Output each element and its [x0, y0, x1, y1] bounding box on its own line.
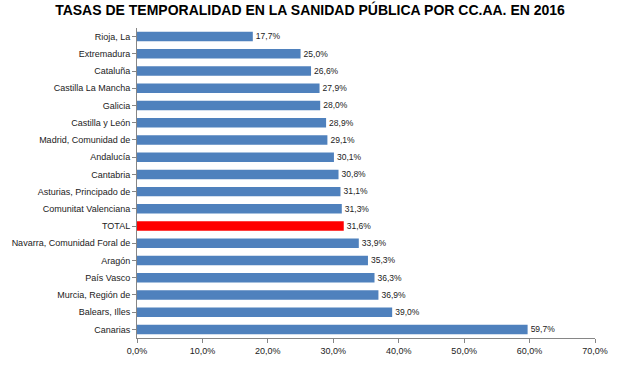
svg-text:25,0%: 25,0%: [304, 49, 329, 59]
svg-text:Madrid, Comunidad de: Madrid, Comunidad de: [39, 135, 130, 145]
svg-text:Castilla y León: Castilla y León: [71, 118, 130, 128]
svg-text:Aragón: Aragón: [101, 256, 130, 266]
svg-text:Asturias, Principado de: Asturias, Principado de: [38, 187, 131, 197]
svg-text:TASAS DE TEMPORALIDAD EN LA SA: TASAS DE TEMPORALIDAD EN LA SANIDAD PÚBL…: [55, 1, 565, 18]
svg-text:Rioja, La: Rioja, La: [95, 32, 131, 42]
svg-text:TOTAL: TOTAL: [102, 221, 130, 231]
svg-text:Comunitat Valenciana: Comunitat Valenciana: [43, 204, 130, 214]
svg-text:36,9%: 36,9%: [381, 290, 406, 300]
svg-text:Canarias: Canarias: [94, 325, 131, 335]
svg-text:Extremadura: Extremadura: [79, 49, 131, 59]
svg-text:Cataluña: Cataluña: [94, 66, 130, 76]
svg-text:31,3%: 31,3%: [345, 204, 370, 214]
svg-text:60,0%: 60,0%: [517, 346, 543, 356]
svg-text:30,1%: 30,1%: [337, 152, 362, 162]
svg-text:26,6%: 26,6%: [314, 66, 339, 76]
svg-text:17,7%: 17,7%: [256, 31, 281, 41]
svg-text:35,3%: 35,3%: [371, 255, 396, 265]
svg-text:39,0%: 39,0%: [395, 307, 420, 317]
svg-text:Murcia, Región de: Murcia, Región de: [57, 290, 130, 300]
svg-text:30,0%: 30,0%: [321, 346, 347, 356]
svg-text:Andalucía: Andalucía: [90, 152, 130, 162]
svg-text:50,0%: 50,0%: [451, 346, 477, 356]
svg-text:País Vasco: País Vasco: [85, 273, 130, 283]
svg-text:Castilla La Mancha: Castilla La Mancha: [54, 83, 131, 93]
svg-text:Balears, Illes: Balears, Illes: [79, 307, 131, 317]
svg-text:20,0%: 20,0%: [255, 346, 281, 356]
svg-text:Galicia: Galicia: [103, 101, 131, 111]
svg-text:70,0%: 70,0%: [582, 346, 608, 356]
svg-text:33,9%: 33,9%: [362, 238, 387, 248]
svg-text:36,3%: 36,3%: [378, 273, 403, 283]
svg-text:31,6%: 31,6%: [347, 221, 372, 231]
svg-text:27,9%: 27,9%: [323, 83, 348, 93]
svg-text:0,0%: 0,0%: [127, 346, 148, 356]
svg-text:28,0%: 28,0%: [323, 100, 348, 110]
svg-text:30,8%: 30,8%: [342, 169, 367, 179]
svg-text:28,9%: 28,9%: [329, 118, 354, 128]
svg-text:31,1%: 31,1%: [343, 186, 368, 196]
svg-text:Cantabria: Cantabria: [91, 170, 130, 180]
svg-text:40,0%: 40,0%: [386, 346, 412, 356]
svg-text:59,7%: 59,7%: [531, 324, 556, 334]
svg-text:Navarra, Comunidad Foral de: Navarra, Comunidad Foral de: [12, 238, 131, 248]
svg-text:29,1%: 29,1%: [330, 135, 355, 145]
svg-text:10,0%: 10,0%: [190, 346, 216, 356]
